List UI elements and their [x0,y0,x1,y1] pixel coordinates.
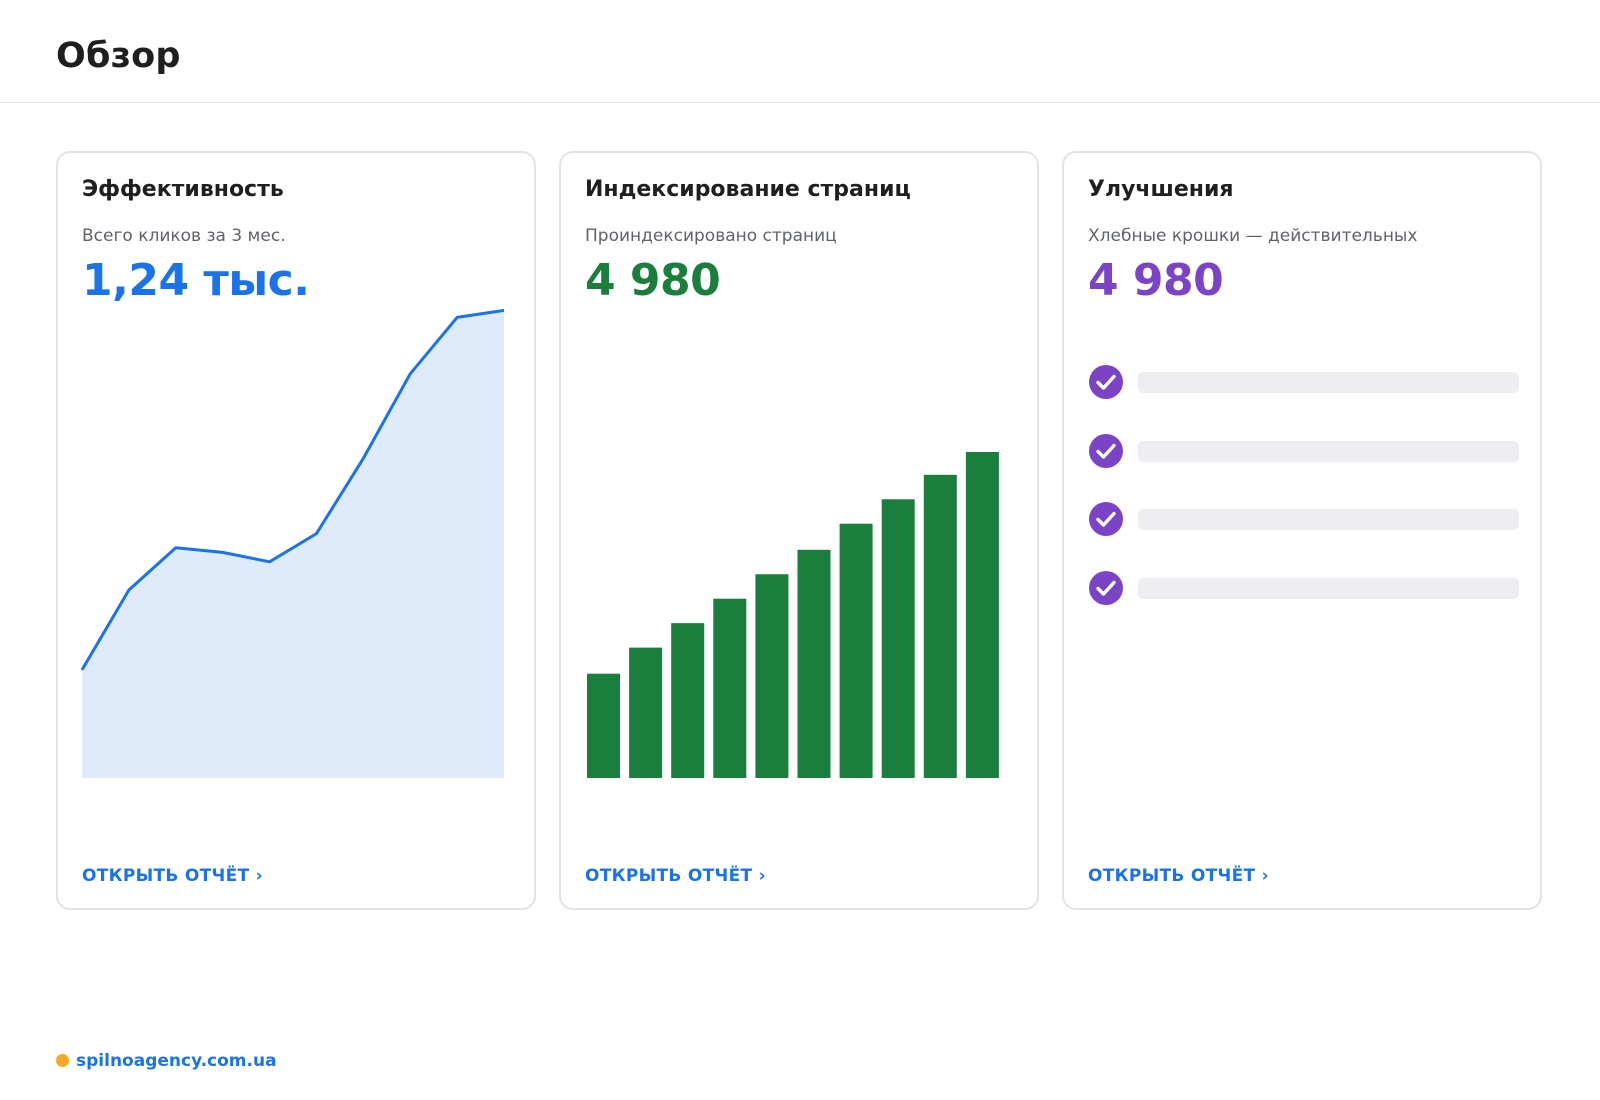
improvement-item [1088,364,1520,400]
page-header: Обзор [0,0,1600,103]
card-title: Индексирование страниц [585,177,911,202]
bar-6 [797,549,831,778]
clicks-total-value: 1,24 тыс. [82,255,310,306]
improvements-card[interactable]: Улучшения Хлебные крошки — действительны… [1062,151,1542,910]
bar-7 [839,523,873,778]
bar-10 [965,452,999,778]
bar-5 [755,574,789,778]
card-subtitle: Проиндексировано страниц [585,226,837,246]
card-subtitle: Всего кликов за 3 мес. [82,226,286,246]
bar-2 [629,647,663,778]
placeholder-bar [1138,509,1519,531]
improvement-item [1088,501,1520,537]
area-fill [82,310,504,778]
improvement-item [1088,433,1520,469]
indexed-pages-bar-chart [587,452,999,778]
check-circle-icon [1089,502,1123,537]
improvement-item [1088,570,1520,606]
check-circle-icon [1089,365,1123,399]
bar-9 [923,474,957,778]
card-subtitle: Хлебные крошки — действительных [1088,226,1418,246]
open-report-link[interactable]: ОТКРЫТЬ ОТЧЁТ › [82,866,263,886]
card-title: Улучшения [1088,177,1234,202]
check-circle-icon [1089,571,1123,606]
open-report-link[interactable]: ОТКРЫТЬ ОТЧЁТ › [1088,866,1269,886]
placeholder-bar [1138,440,1519,462]
indexed-pages-value: 4 980 [585,255,721,306]
page-title: Обзор [56,36,181,76]
clicks-series-line [80,308,505,671]
indexing-card[interactable]: Индексирование страниц Проиндексировано … [559,151,1039,910]
bar-4 [713,598,747,778]
check-circle-icon [1089,433,1123,468]
bar-8 [881,499,915,778]
bar-1 [587,673,620,778]
footer-site-link[interactable]: spilnoagency.com.ua [76,1051,277,1071]
card-title: Эффективность [82,177,284,202]
open-report-link[interactable]: ОТКРЫТЬ ОТЧЁТ › [585,866,766,886]
clicks-area-chart [80,308,505,778]
performance-card[interactable]: Эффективность Всего кликов за 3 мес. 1,2… [56,151,536,910]
bar-3 [671,623,705,778]
brand-dot-icon [56,1054,69,1067]
valid-breadcrumbs-value: 4 980 [1088,255,1224,306]
placeholder-bar [1138,578,1519,600]
placeholder-bar [1138,372,1519,393]
